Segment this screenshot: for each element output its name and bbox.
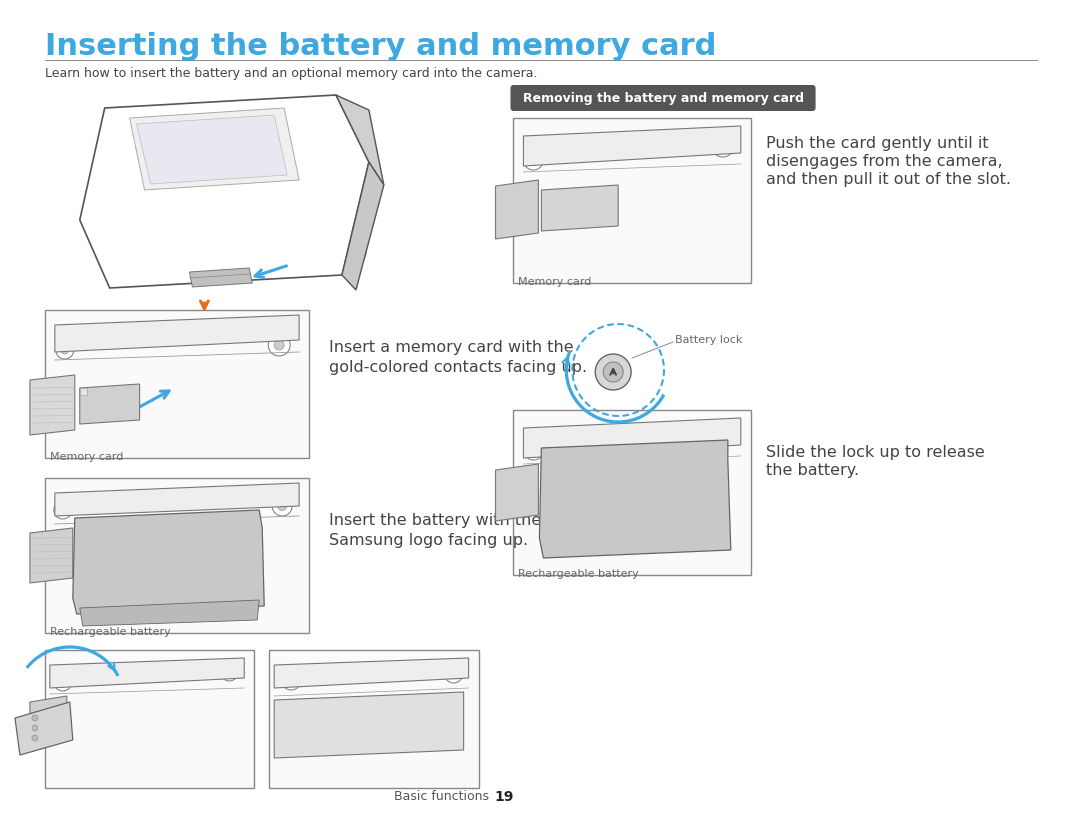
- Text: Insert the battery with the: Insert the battery with the: [329, 513, 541, 528]
- Text: 19: 19: [495, 790, 514, 804]
- Polygon shape: [80, 384, 139, 424]
- Bar: [390, 717, 426, 733]
- Circle shape: [278, 501, 286, 510]
- Polygon shape: [219, 513, 227, 519]
- Polygon shape: [55, 483, 299, 516]
- Text: disengages from the camera,: disengages from the camera,: [766, 154, 1002, 169]
- Circle shape: [300, 114, 308, 122]
- Circle shape: [718, 141, 728, 151]
- Polygon shape: [30, 528, 72, 583]
- Circle shape: [58, 506, 67, 514]
- Circle shape: [347, 213, 361, 227]
- Bar: [45, 650, 254, 788]
- Circle shape: [56, 341, 73, 359]
- Polygon shape: [80, 600, 259, 626]
- Circle shape: [529, 446, 538, 455]
- Polygon shape: [342, 162, 383, 290]
- Polygon shape: [72, 510, 265, 614]
- Polygon shape: [541, 185, 618, 231]
- Polygon shape: [80, 388, 86, 395]
- Circle shape: [445, 665, 462, 683]
- Circle shape: [524, 440, 543, 460]
- Circle shape: [340, 206, 368, 234]
- Bar: [269, 650, 478, 788]
- Circle shape: [60, 346, 69, 354]
- FancyBboxPatch shape: [511, 85, 815, 111]
- Polygon shape: [336, 95, 383, 185]
- Polygon shape: [80, 95, 369, 288]
- Text: Samsung logo facing up.: Samsung logo facing up.: [329, 533, 528, 548]
- Text: and then pull it out of the slot.: and then pull it out of the slot.: [766, 172, 1011, 187]
- Circle shape: [281, 670, 301, 690]
- Polygon shape: [55, 315, 299, 352]
- Text: SAMSUNG: SAMSUNG: [164, 540, 175, 596]
- Polygon shape: [15, 702, 72, 755]
- Polygon shape: [539, 440, 731, 558]
- Text: Insert a memory card with the: Insert a memory card with the: [329, 340, 573, 355]
- Text: Learn how to insert the battery and an optional memory card into the camera.: Learn how to insert the battery and an o…: [45, 67, 538, 80]
- Polygon shape: [496, 180, 539, 239]
- Bar: [513, 410, 751, 575]
- Circle shape: [595, 354, 631, 390]
- Polygon shape: [274, 692, 463, 758]
- Text: Removing the battery and memory card: Removing the battery and memory card: [523, 91, 804, 104]
- Circle shape: [32, 725, 38, 731]
- Polygon shape: [496, 464, 539, 521]
- Circle shape: [342, 240, 366, 264]
- Polygon shape: [30, 375, 75, 435]
- Circle shape: [272, 496, 292, 516]
- Bar: [45, 478, 309, 633]
- Polygon shape: [50, 658, 244, 688]
- Text: Basic functions: Basic functions: [393, 790, 488, 803]
- Circle shape: [712, 135, 733, 157]
- Polygon shape: [136, 115, 287, 184]
- Circle shape: [274, 340, 284, 350]
- Bar: [513, 118, 751, 283]
- Circle shape: [54, 501, 71, 519]
- Text: Inserting the battery and memory card: Inserting the battery and memory card: [45, 32, 716, 61]
- Circle shape: [604, 362, 623, 382]
- Circle shape: [524, 150, 543, 170]
- Text: Rechargeable battery: Rechargeable battery: [518, 569, 639, 579]
- Circle shape: [449, 670, 458, 678]
- Polygon shape: [524, 418, 741, 458]
- Circle shape: [114, 240, 135, 260]
- Text: SAMSUNG: SAMSUNG: [633, 478, 643, 533]
- Circle shape: [32, 735, 38, 741]
- Polygon shape: [130, 108, 299, 190]
- Bar: [387, 714, 429, 736]
- Polygon shape: [189, 268, 253, 287]
- Circle shape: [529, 156, 538, 165]
- Circle shape: [32, 715, 38, 721]
- Text: the battery.: the battery.: [766, 463, 859, 478]
- Polygon shape: [524, 126, 741, 166]
- Text: Memory card: Memory card: [50, 452, 123, 462]
- Bar: [45, 310, 309, 458]
- Text: Memory card: Memory card: [518, 277, 592, 287]
- Text: gold-colored contacts facing up.: gold-colored contacts facing up.: [329, 360, 588, 375]
- Circle shape: [712, 425, 733, 447]
- Circle shape: [348, 246, 360, 258]
- Circle shape: [268, 334, 291, 356]
- Circle shape: [121, 246, 129, 254]
- Circle shape: [718, 431, 728, 441]
- Polygon shape: [274, 658, 469, 688]
- Text: Slide the lock up to release: Slide the lock up to release: [766, 445, 985, 460]
- Circle shape: [54, 673, 71, 691]
- Circle shape: [220, 663, 239, 681]
- Circle shape: [286, 676, 296, 685]
- Text: Push the card gently until it: Push the card gently until it: [766, 136, 988, 151]
- Text: Rechargeable battery: Rechargeable battery: [50, 627, 171, 637]
- Text: Battery lock: Battery lock: [675, 335, 742, 345]
- Circle shape: [58, 678, 67, 686]
- Polygon shape: [30, 696, 67, 746]
- Circle shape: [226, 668, 233, 676]
